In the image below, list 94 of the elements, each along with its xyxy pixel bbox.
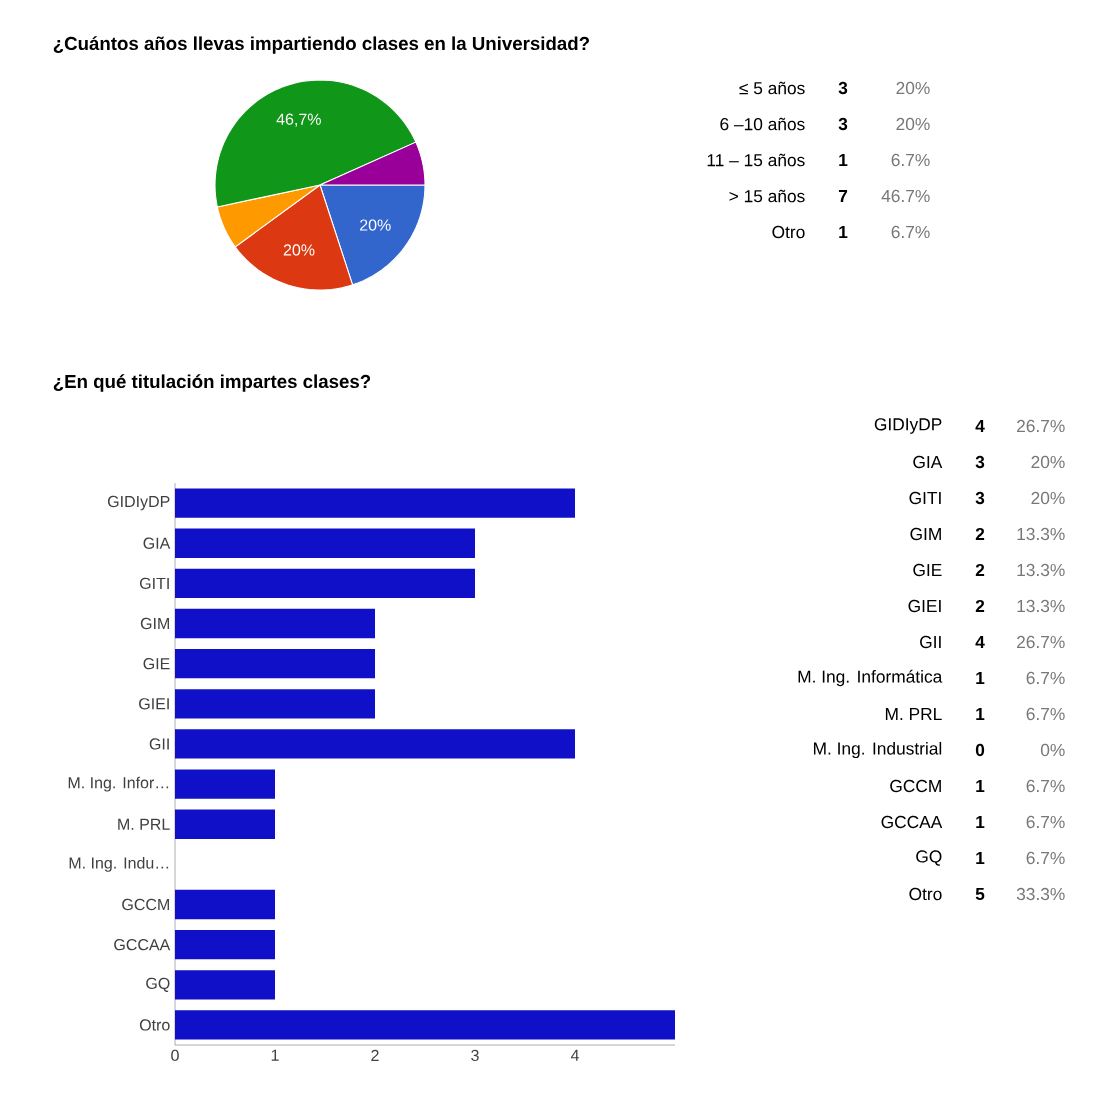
text: 0% [1040, 743, 1065, 757]
y-tick-label: GIM [140, 617, 169, 630]
y-tick-label: GIE [143, 658, 170, 670]
text: M. Ing. Industrial [813, 741, 942, 759]
bar [175, 528, 475, 558]
text: 6.7% [891, 225, 930, 239]
bar [175, 608, 375, 639]
bar [175, 889, 275, 920]
text: GITI [909, 491, 941, 505]
text: 6 –10 años [720, 117, 805, 131]
chart-title: ¿En qué titulación impartes clases? [53, 374, 371, 392]
text: 1 [976, 816, 985, 828]
text: ≤ 5 años [739, 81, 805, 95]
bar [175, 689, 375, 719]
y-tick-label: M. Ing. Indu… [69, 856, 169, 872]
y-tick-label: M. PRL [118, 818, 170, 830]
bar [175, 930, 275, 960]
text: 5 [975, 887, 985, 901]
x-tick-label: 2 [371, 1049, 379, 1061]
text: 1 [976, 708, 985, 720]
y-tick-label: GIEI [139, 698, 169, 710]
text: 1 [976, 780, 985, 792]
text: Otro [909, 887, 942, 901]
y-tick-label: GITI [139, 577, 169, 590]
data-label: 20% [360, 219, 391, 231]
y-tick-label: Otro [139, 1019, 170, 1031]
text: 3 [975, 491, 985, 505]
text: 6.7% [1026, 815, 1065, 829]
bar [175, 809, 275, 839]
text: 6.7% [1026, 707, 1065, 721]
y-tick-label: M. Ing. Infor… [68, 776, 169, 792]
x-tick-label: 4 [570, 1049, 579, 1061]
y-tick-label: GII [149, 738, 169, 750]
text: 1 [976, 852, 985, 864]
bar [175, 970, 275, 1000]
text: 46.7% [881, 189, 930, 203]
x-tick-label: 1 [271, 1049, 279, 1061]
text: 20% [896, 81, 930, 95]
bar [175, 568, 475, 599]
text: GQ [916, 850, 942, 866]
bar [175, 648, 375, 679]
text: GII [920, 635, 941, 649]
text: 13.3% [1017, 563, 1065, 577]
text: 3 [975, 455, 985, 469]
text: GCCAA [881, 815, 943, 829]
text: 20% [1031, 455, 1065, 469]
text: Otro [772, 225, 805, 239]
text: 11 – 15 años [707, 153, 805, 167]
text: GCCM [890, 779, 941, 793]
text: 7 [838, 190, 848, 202]
text: 2 [975, 563, 985, 577]
y-tick-label: GIDIyDP [107, 495, 170, 511]
y-tick-label: GIA [143, 537, 171, 549]
text: 26.7% [1017, 635, 1065, 649]
text: 1 [976, 672, 985, 684]
text: 33.3% [1016, 887, 1065, 901]
text: GIA [913, 455, 943, 469]
text: 6.7% [891, 153, 930, 167]
text: 13.3% [1017, 527, 1065, 541]
text: 20% [1031, 491, 1065, 505]
text: 3 [838, 81, 848, 95]
text: GIE [913, 563, 942, 577]
text: > 15 años [729, 189, 805, 203]
text: GIM [910, 527, 941, 541]
text: 13.3% [1017, 599, 1065, 613]
bar [175, 488, 576, 518]
text: 26.7% [1017, 419, 1065, 433]
y-tick-label: GCCAA [114, 939, 171, 951]
x-tick-label: 3 [471, 1049, 479, 1062]
text: GIDIyDP [874, 418, 942, 434]
y-tick-label: GCCM [122, 898, 169, 911]
y-tick-label: GQ [146, 977, 170, 992]
text: 6.7% [1026, 779, 1065, 793]
bar [175, 1010, 675, 1040]
bar [175, 769, 275, 799]
text: M. PRL [885, 708, 942, 720]
text: 2 [975, 527, 985, 541]
x-tick-label: 0 [171, 1049, 179, 1062]
chart-title: ¿Cuántos años llevas impartiendo clases en la Universidad? [53, 36, 589, 54]
text: 4 [975, 636, 985, 648]
data-label: 46,7% [276, 113, 321, 127]
text: M. Ing. Informática [798, 669, 943, 687]
text: 3 [838, 117, 848, 131]
text: 6.7% [1026, 851, 1065, 865]
text: 6.7% [1026, 671, 1065, 685]
text: 4 [975, 420, 985, 432]
bar [175, 729, 576, 759]
data-label: 20% [283, 244, 315, 256]
text: 1 [839, 226, 848, 238]
text: 20% [896, 117, 930, 131]
text: GIEI [908, 599, 941, 613]
text: 0 [975, 743, 985, 757]
text: 2 [975, 599, 985, 613]
text: 1 [839, 154, 848, 166]
